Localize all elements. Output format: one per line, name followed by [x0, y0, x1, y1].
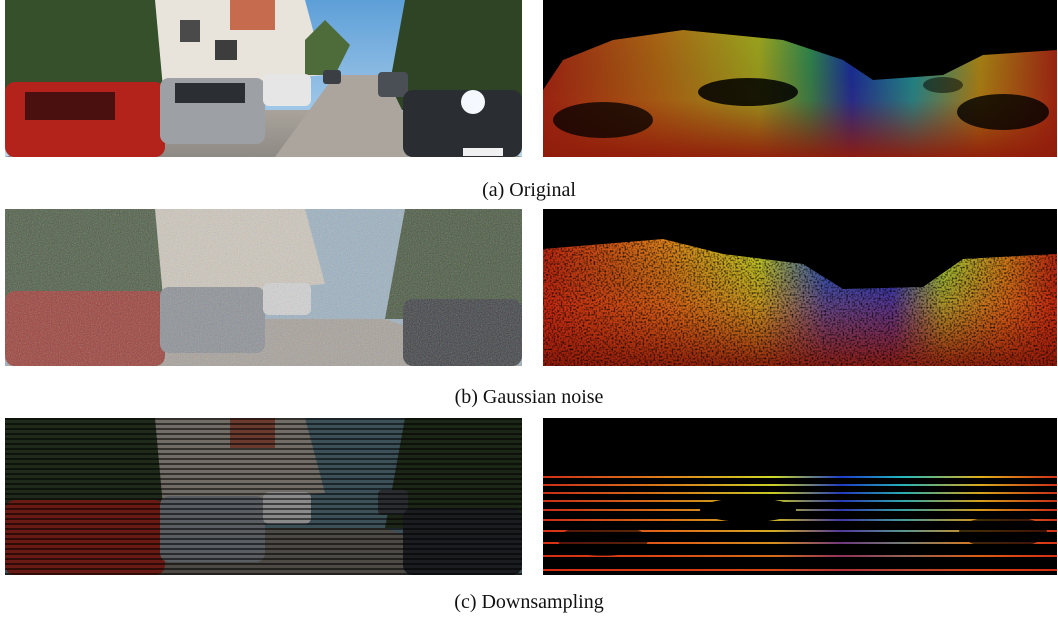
- street-photo-downsampling: [5, 418, 522, 575]
- lidar-depth-downsampling: [543, 418, 1057, 575]
- caption-gaussian-noise: (b) Gaussian noise: [454, 386, 604, 408]
- street-photo-gaussian-noise: [5, 209, 522, 366]
- lidar-depth-gaussian-noise: [543, 209, 1057, 366]
- caption-original: (a) Original: [482, 179, 576, 201]
- lidar-depth-original: [543, 0, 1057, 157]
- caption-downsampling: (c) Downsampling: [454, 591, 604, 613]
- street-photo-original: [5, 0, 522, 157]
